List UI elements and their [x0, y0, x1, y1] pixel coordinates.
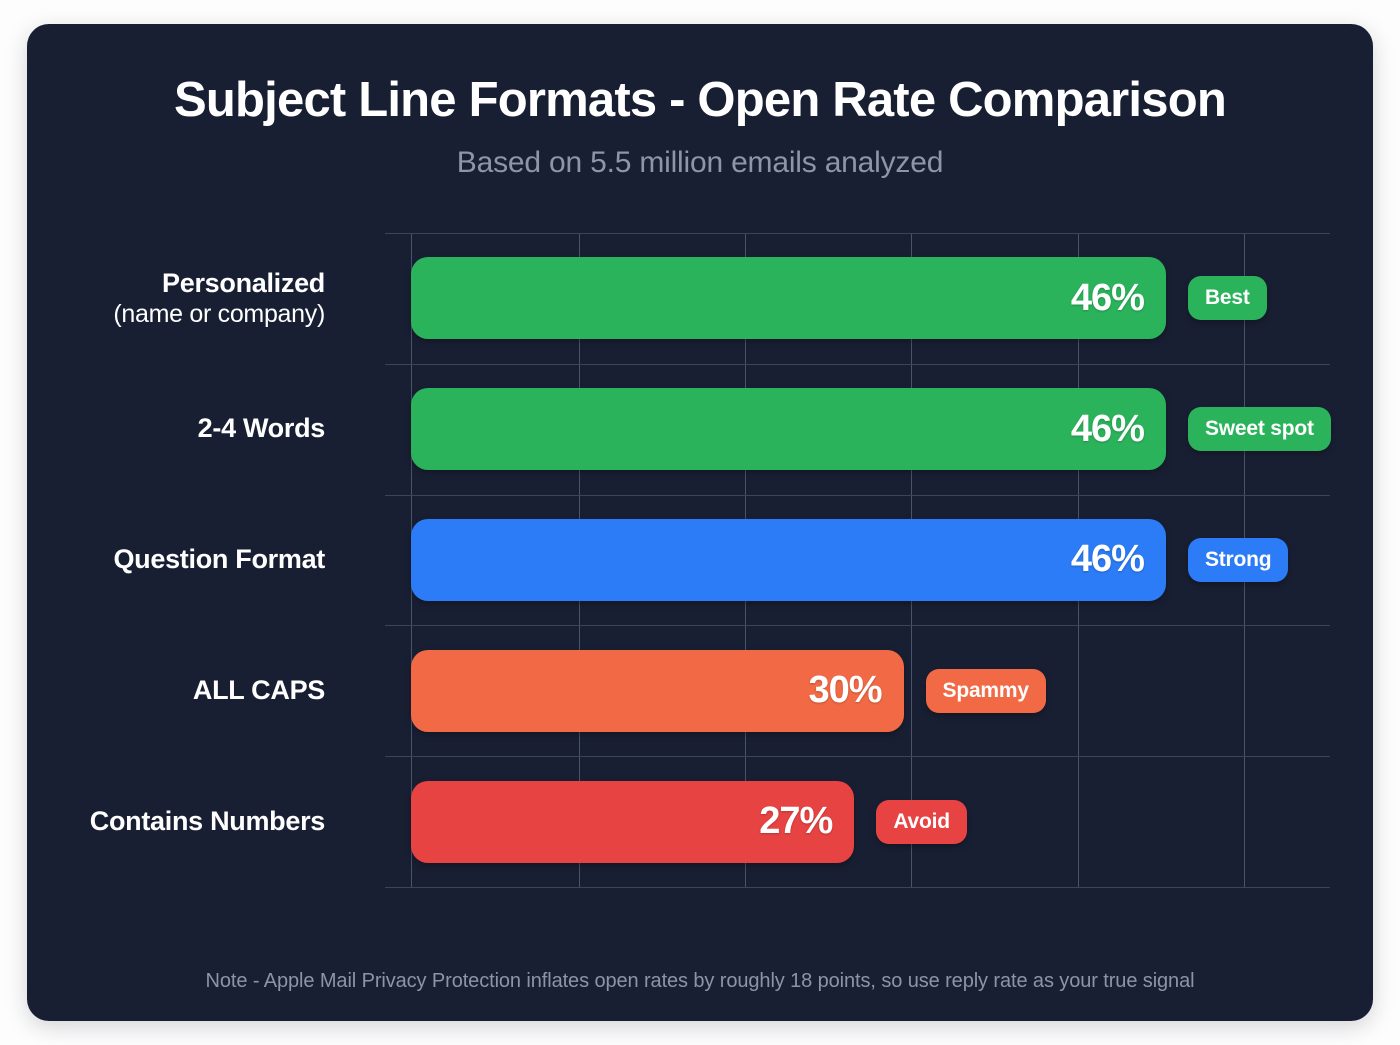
category-label: Personalized (name or company): [27, 268, 325, 329]
status-badge[interactable]: Best: [1187, 276, 1267, 321]
category-label-line1: Question Format: [113, 543, 325, 574]
bar[interactable]: 46%: [411, 257, 1166, 340]
chart-title: Subject Line Formats - Open Rate Compari…: [174, 73, 1227, 127]
category-label: ALL CAPS: [27, 675, 325, 707]
bar-row: 46% Sweet spot 2-4 Words: [198, 364, 1331, 495]
bar[interactable]: 46%: [411, 388, 1166, 471]
bar-value-label: 30%: [808, 669, 882, 712]
bar-row: 30% Spammy ALL CAPS: [193, 625, 1330, 756]
category-label: Question Format: [27, 544, 325, 576]
status-badge[interactable]: Strong: [1187, 537, 1289, 582]
status-badge[interactable]: Sweet spot: [1187, 407, 1331, 452]
chart-note: Note - Apple Mail Privacy Protection inf…: [205, 970, 1195, 992]
category-label: 2-4 Words: [27, 413, 326, 445]
chart-subtitle: Based on 5.5 million emails analyzed: [456, 146, 944, 180]
status-badge[interactable]: Avoid: [876, 799, 967, 844]
bar[interactable]: 27%: [411, 780, 855, 863]
category-label-line1: Contains Numbers: [89, 805, 326, 836]
category-label-line2: (name or company): [113, 299, 325, 328]
bar-row: 46% Strong Question Format: [113, 495, 1330, 626]
chart-card: Subject Line Formats - Open Rate Compari…: [27, 24, 1373, 1021]
category-label-line1: 2-4 Words: [197, 413, 326, 444]
horizontal-gridline: [385, 625, 1330, 627]
category-label: Contains Numbers: [27, 805, 326, 838]
category-label-line1: Personalized: [162, 267, 325, 298]
bar-row: 27% Avoid Contains Numbers: [90, 756, 1330, 887]
bar-value-label: 46%: [1070, 538, 1145, 581]
category-label-line1: ALL CAPS: [192, 674, 325, 705]
bar[interactable]: 46%: [411, 518, 1166, 601]
status-badge[interactable]: Spammy: [925, 668, 1046, 713]
bar-value-label: 46%: [1070, 276, 1145, 319]
bar-value-label: 27%: [759, 800, 833, 843]
horizontal-gridline: [385, 363, 1330, 365]
horizontal-gridline: [385, 494, 1330, 496]
plot-area: 46% Best Personalized (name or company) 46% S…: [90, 233, 1331, 888]
horizontal-gridline: [385, 233, 1330, 234]
bar-value-label: 46%: [1070, 407, 1145, 450]
horizontal-gridline: [385, 887, 1330, 888]
bar[interactable]: 30%: [411, 649, 904, 732]
bar-row: 46% Best Personalized (name or company): [113, 233, 1330, 364]
horizontal-gridline: [385, 756, 1330, 758]
chart-header: Subject Line Formats - Open Rate Compari…: [27, 72, 1373, 180]
